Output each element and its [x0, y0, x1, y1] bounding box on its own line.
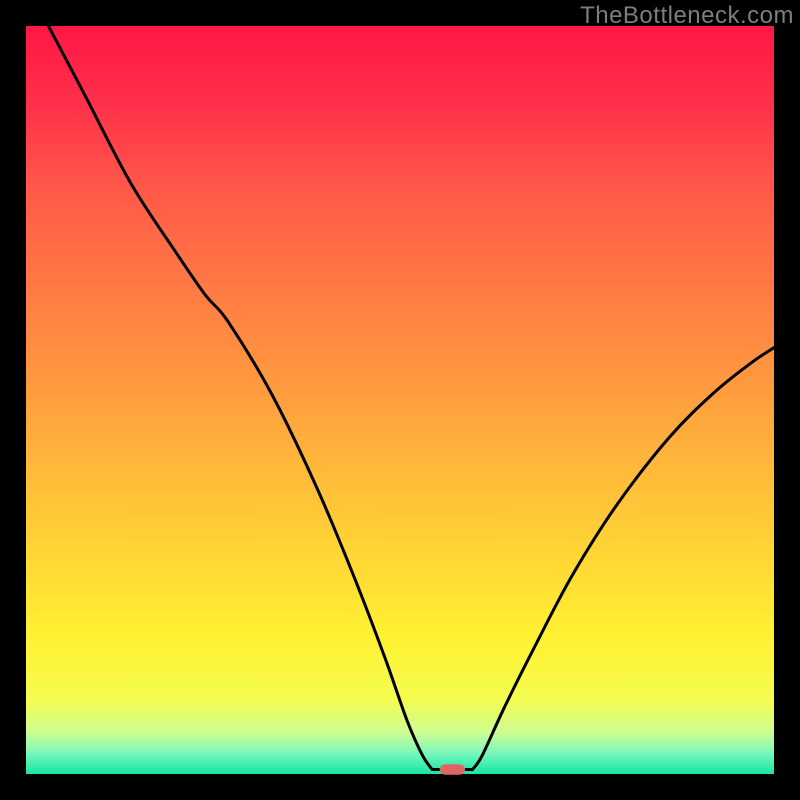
chart-background	[26, 26, 774, 774]
chart-stage: TheBottleneck.com	[0, 0, 800, 800]
curve-minimum-marker	[440, 764, 465, 774]
watermark-text: TheBottleneck.com	[580, 2, 794, 30]
bottleneck-curve-chart	[0, 0, 800, 800]
